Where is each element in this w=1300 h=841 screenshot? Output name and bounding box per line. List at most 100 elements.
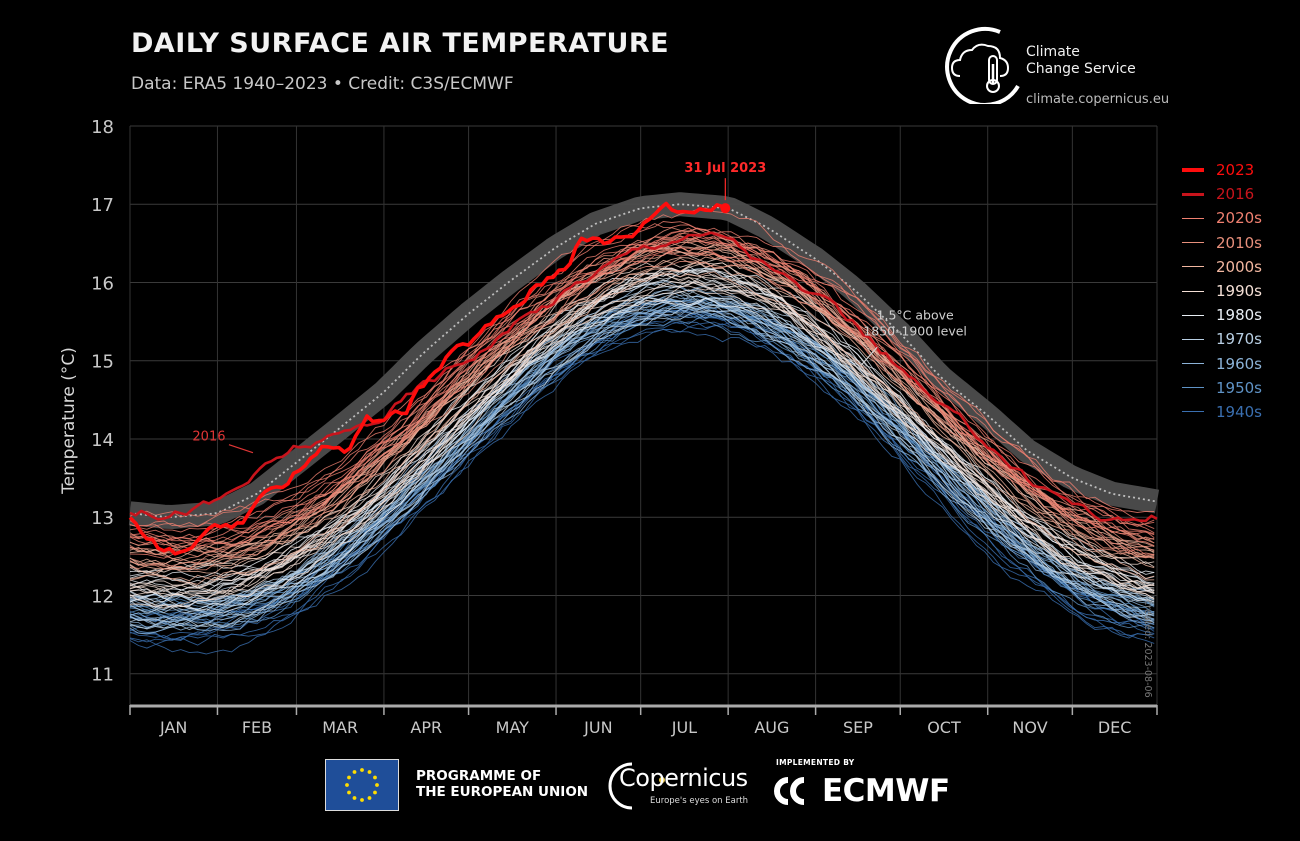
legend-label: 2000s (1216, 257, 1262, 276)
x-tick-label: FEB (242, 718, 272, 737)
series-2016-line (129, 231, 1158, 523)
legend-item: 1980s (1182, 303, 1262, 327)
decade-line-1960s (129, 308, 1155, 621)
legend-item: 1940s (1182, 400, 1262, 424)
highlight-lines (128, 201, 1158, 556)
legend-swatch (1182, 266, 1204, 268)
decade-line-1940s (129, 328, 1155, 643)
decade-line-1980s (129, 267, 1155, 580)
y-tick-label: 11 (91, 665, 114, 686)
service-url[interactable]: climate.copernicus.eu (1026, 92, 1170, 107)
legend-label: 1980s (1216, 306, 1262, 325)
copernicus-wordmark: Copernicus (619, 764, 748, 792)
annotation-2016-label: 2016 (192, 430, 225, 445)
decade-line-1980s (129, 297, 1155, 614)
x-tick-label: DEC (1098, 718, 1132, 737)
eu-star (352, 796, 357, 800)
decade-line-2000s (129, 271, 1155, 582)
legend: 2023 2016 2020s 2010s 2000s 1990s 1980s 1970s 19… (1182, 158, 1262, 424)
footer-logos: PROGRAMME OF THE EUROPEAN UNION Copernic… (0, 752, 1300, 822)
decade-line-1940s (130, 321, 1155, 646)
service-name: Climate Change Service (1026, 44, 1136, 77)
threshold-band (126, 192, 1167, 529)
annotation-2016-arrow (228, 444, 254, 454)
annotation-2023-label: 31 Jul 2023 (684, 161, 766, 176)
x-tick-label: OCT (927, 718, 961, 737)
decade-line-1990s (129, 272, 1155, 592)
x-tick-label: MAR (322, 718, 358, 737)
legend-swatch (1182, 338, 1204, 340)
decade-line-2020s (129, 235, 1155, 547)
decade-line-2010s (129, 246, 1155, 570)
decade-line-1970s (129, 291, 1155, 627)
y-tick-label: 13 (91, 508, 114, 529)
x-tick-label: MAY (496, 718, 530, 737)
annotation-threshold-label: 1.5°C above (877, 307, 954, 322)
y-tick-label: 18 (91, 117, 114, 138)
legend-item: 2016 (1182, 182, 1262, 206)
legend-swatch (1182, 363, 1204, 365)
eu-star (373, 775, 377, 780)
eu-star (345, 783, 349, 787)
eu-star (352, 770, 357, 774)
decade-line-2020s (129, 247, 1155, 543)
legend-swatch (1182, 290, 1204, 292)
decade-line-1960s (129, 280, 1155, 607)
decade-line-1990s (129, 289, 1155, 599)
eu-star (360, 768, 364, 772)
legend-label: 1990s (1216, 282, 1262, 301)
legend-item: 1970s (1182, 327, 1262, 351)
legend-label: 2023 (1216, 161, 1255, 180)
legend-label: 2020s (1216, 209, 1262, 228)
created-stamp: created: 2023-08-06 (1142, 600, 1153, 698)
legend-label: 1940s (1216, 402, 1262, 421)
decade-line-2010s (129, 237, 1155, 552)
eu-star (375, 783, 379, 787)
decade-line-2020s (129, 207, 1155, 533)
y-tick-label: 14 (91, 430, 114, 451)
thermometer-cloud-icon (945, 26, 1020, 104)
legend-item: 2010s (1182, 231, 1262, 255)
legend-item: 2000s (1182, 255, 1262, 279)
series-2023-endpoint (720, 203, 731, 214)
chart-subtitle: Data: ERA5 1940–2023 • Credit: C3S/ECMWF (131, 74, 514, 94)
x-tick-label: AUG (754, 718, 789, 737)
x-tick-label: NOV (1012, 718, 1047, 737)
decade-line-2010s (129, 246, 1155, 562)
copernicus-tagline: Europe's eyes on Earth (650, 796, 749, 806)
decade-line-2020s (129, 221, 1155, 534)
decade-line-1950s (129, 300, 1155, 625)
axes: 11 12 13 14 15 16 17 18 JAN FEB MAR APR MAY JUN JUL AUG… (59, 117, 1158, 737)
decade-line-2010s (129, 261, 1155, 571)
y-tick-label: 15 (91, 352, 114, 373)
decade-line-2000s (129, 256, 1155, 565)
decade-line-1970s (129, 296, 1155, 613)
ecmwf-logo-icon (774, 777, 805, 805)
legend-swatch (1182, 217, 1204, 219)
threshold-band-area (126, 192, 1167, 529)
eu-flag-icon (325, 759, 399, 811)
decade-line-2010s (129, 239, 1155, 559)
x-tick-label: APR (410, 718, 442, 737)
legend-item: 1950s (1182, 376, 1262, 400)
ecmwf-wordmark: ECMWF (822, 773, 950, 809)
x-tick-label: JAN (159, 718, 187, 737)
y-tick-label: 12 (91, 586, 114, 607)
eu-star (347, 790, 351, 795)
legend-item: 1960s (1182, 352, 1262, 376)
legend-swatch (1182, 387, 1204, 389)
legend-swatch (1182, 192, 1204, 196)
eu-star (367, 796, 372, 800)
decade-line-1990s (129, 280, 1155, 609)
decade-line-2000s (129, 244, 1155, 558)
eu-star (373, 790, 377, 795)
legend-swatch (1182, 314, 1204, 316)
y-axis-label: Temperature (°C) (59, 347, 79, 495)
legend-item: 2023 (1182, 158, 1262, 182)
legend-swatch (1182, 168, 1204, 173)
y-tick-label: 16 (91, 273, 114, 294)
decade-line-2020s (129, 227, 1155, 530)
legend-label: 1950s (1216, 378, 1262, 397)
